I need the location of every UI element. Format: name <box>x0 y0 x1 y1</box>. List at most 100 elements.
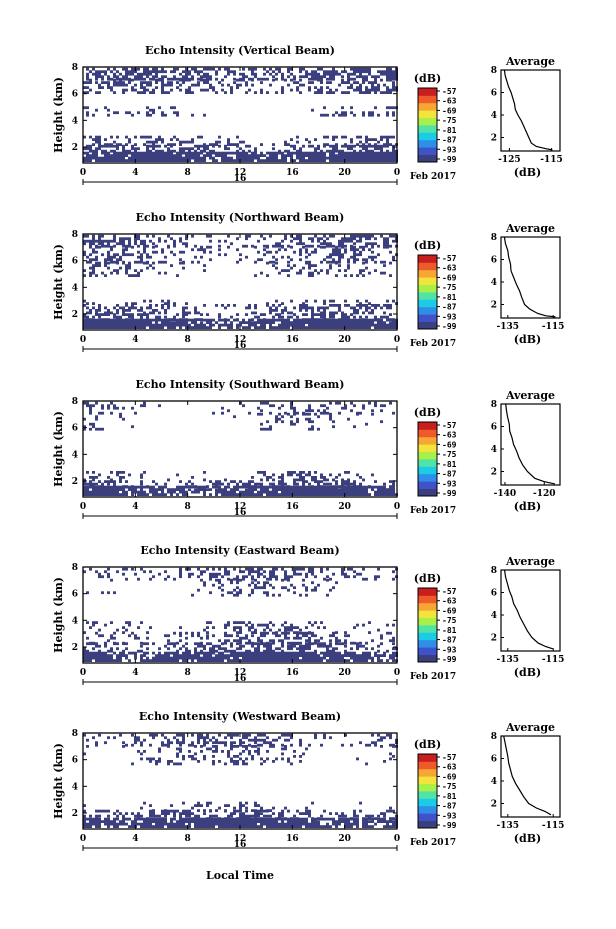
echo-cell <box>83 135 86 139</box>
echo-cell <box>101 318 104 321</box>
echo-cell <box>137 72 140 76</box>
echo-cell <box>392 636 395 640</box>
echo-cell <box>215 578 218 582</box>
echo-cell <box>266 91 269 94</box>
echo-cell <box>386 144 389 148</box>
echo-cell <box>284 572 287 576</box>
echo-cell <box>350 255 353 259</box>
echo-cell <box>380 485 383 489</box>
echo-cell <box>320 404 323 408</box>
echo-cell <box>314 575 317 579</box>
echo-cell <box>143 321 146 324</box>
echo-cell <box>326 478 329 482</box>
echo-cell <box>323 656 326 660</box>
echo-cell <box>158 326 161 329</box>
echo-cell <box>95 77 98 81</box>
echo-cell <box>314 476 317 479</box>
echo-cell <box>287 143 290 146</box>
echo-cell <box>125 817 128 821</box>
echo-cell <box>272 825 275 828</box>
echo-cell <box>239 639 242 643</box>
echo-cell <box>311 493 314 496</box>
echo-cell <box>308 326 311 329</box>
echo-cell <box>365 641 368 645</box>
echo-cell <box>332 75 335 79</box>
echo-cell <box>146 151 149 155</box>
echo-cell <box>329 644 332 648</box>
echo-cell <box>254 628 257 632</box>
echo-cell <box>290 651 293 655</box>
echo-cell <box>347 264 350 267</box>
echo-cell <box>191 820 194 823</box>
echo-cell <box>194 159 197 162</box>
colorbar-segment <box>418 654 437 663</box>
echo-cell <box>341 149 344 153</box>
echo-cell <box>356 151 359 155</box>
x-tick-label: 8 <box>185 668 191 678</box>
echo-cell <box>299 644 302 648</box>
echo-cell <box>377 488 380 491</box>
echo-cell <box>368 820 371 823</box>
echo-cell <box>224 647 227 651</box>
echo-cell <box>329 817 332 821</box>
profile-y-tick-label: 4 <box>491 278 497 288</box>
echo-cell <box>347 81 350 84</box>
echo-cell <box>224 75 227 79</box>
echo-cell <box>233 593 236 597</box>
echo-cell <box>311 250 314 254</box>
echo-cell <box>152 159 155 162</box>
echo-cell <box>101 326 104 329</box>
echo-cell <box>296 151 299 155</box>
echo-cell <box>242 321 245 324</box>
echo-cell <box>146 154 149 157</box>
echo-cell <box>308 404 311 408</box>
echo-cell <box>164 809 167 812</box>
echo-cell <box>389 88 392 92</box>
echo-cell <box>128 140 131 144</box>
echo-cell <box>131 425 134 429</box>
echo-cell <box>341 480 344 483</box>
echo-cell <box>107 482 110 486</box>
echo-cell <box>176 313 179 316</box>
echo-cell <box>320 825 323 828</box>
echo-cell <box>332 72 335 76</box>
echo-cell <box>188 149 191 153</box>
echo-cell <box>137 237 140 241</box>
echo-cell <box>185 651 188 655</box>
echo-cell <box>281 323 284 327</box>
echo-cell <box>122 488 125 491</box>
echo-cell <box>182 309 185 312</box>
echo-cell <box>185 482 188 486</box>
echo-cell <box>107 75 110 79</box>
echo-cell <box>152 91 155 94</box>
x-tick-label: 12 <box>234 335 247 345</box>
echo-cell <box>131 86 134 89</box>
echo-cell <box>293 471 296 474</box>
echo-cell <box>362 318 365 321</box>
echo-cell <box>311 567 314 571</box>
echo-cell <box>116 318 119 321</box>
echo-cell <box>386 239 389 243</box>
echo-cell <box>221 154 224 157</box>
echo-cell <box>146 135 149 139</box>
echo-cell <box>92 250 95 254</box>
echo-cell <box>125 313 128 316</box>
echo-cell <box>269 651 272 655</box>
echo-cell <box>233 639 236 643</box>
echo-cell <box>284 159 287 162</box>
echo-cell <box>185 140 188 144</box>
echo-cell <box>332 313 335 316</box>
echo-cell <box>359 234 362 238</box>
echo-cell <box>281 478 284 482</box>
echo-cell <box>224 144 227 148</box>
echo-cell <box>302 493 305 496</box>
echo-cell <box>260 88 263 92</box>
echo-cell <box>359 302 362 305</box>
echo-cell <box>89 482 92 486</box>
profile-y-tick-label: 4 <box>491 611 497 621</box>
echo-cell <box>374 315 377 319</box>
echo-cell <box>131 812 134 815</box>
echo-cell <box>185 70 188 74</box>
echo-cell <box>230 151 233 155</box>
echo-cell <box>365 159 368 162</box>
